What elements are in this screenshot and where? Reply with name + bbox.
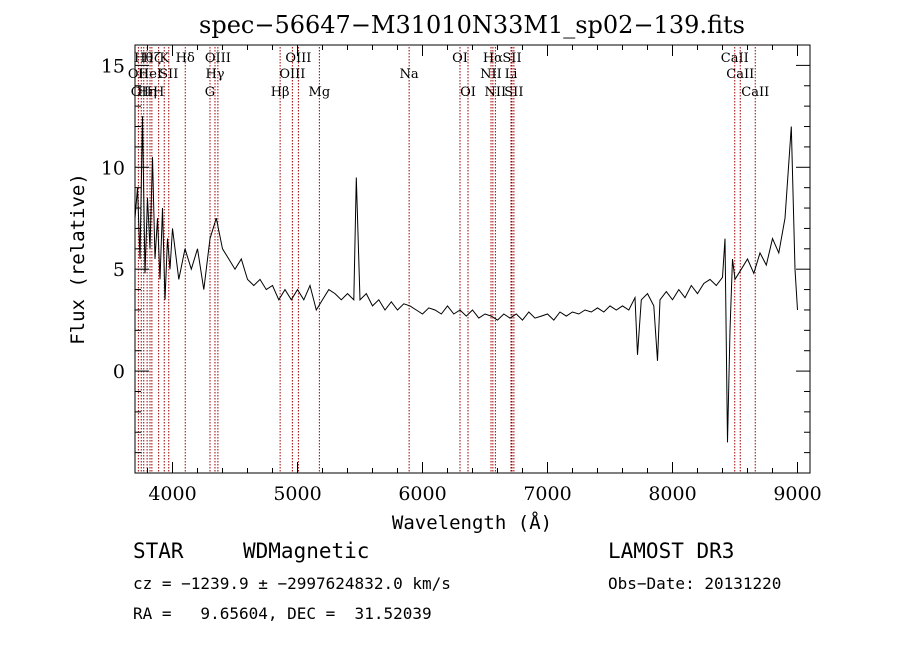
line-marker-label: Hθ — [134, 51, 153, 66]
line-marker-label: OIII — [205, 51, 231, 66]
chart-title: spec−56647−M31010N33M1_sp02−139.fits — [199, 11, 745, 39]
axis-ticks — [135, 44, 810, 473]
line-marker-label: OI — [460, 85, 476, 100]
line-marker-label: Hγ — [205, 67, 224, 82]
line-marker-label: OII — [128, 67, 149, 82]
line-marker-label: OIII — [279, 67, 305, 82]
y-tick-label: 15 — [101, 55, 125, 77]
spectrum-chart: spec−56647−M31010N33M1_sp02−139.fits OII… — [67, 11, 822, 534]
line-marker-label: Li — [505, 67, 518, 82]
line-markers — [137, 47, 756, 473]
line-marker-label: CaII — [726, 67, 754, 82]
y-axis-label: Flux (relative) — [67, 173, 89, 345]
line-marker-label: OIII — [285, 51, 311, 66]
x-tick-label: 9000 — [773, 483, 821, 505]
x-tick-label: 7000 — [523, 483, 571, 505]
line-marker-label: CaII — [721, 51, 749, 66]
x-axis-label: Wavelength (Å) — [392, 511, 552, 534]
line-marker-labels: OIIOIIHθHηHeIHζHKSIIHδGHγOIIIHβOIIIOIIIM… — [128, 51, 769, 100]
line-marker-label: Mg — [309, 85, 331, 100]
line-marker-label: Hα — [483, 51, 503, 66]
line-marker-label: K — [159, 51, 169, 66]
survey-label: LAMOST DR3 — [608, 539, 735, 563]
line-marker-label: Hη — [138, 85, 157, 100]
spectrum-line — [134, 116, 798, 443]
redshift-velocity: cz = −1239.9 ± −2997624832.0 km/s — [133, 574, 451, 593]
observation-date: Obs−Date: 20131220 — [608, 574, 782, 593]
line-marker-label: OII — [131, 85, 152, 100]
axis-tick-labels: 4000 5000 6000 7000 8000 9000 0 5 10 15 — [101, 55, 822, 505]
line-marker-label: SII — [504, 85, 523, 100]
line-marker-label: Hζ — [143, 51, 161, 66]
line-marker-label: Na — [400, 67, 419, 82]
x-tick-label: 4000 — [148, 483, 196, 505]
line-marker-label: H — [153, 85, 164, 100]
x-tick-label: 5000 — [273, 483, 321, 505]
line-marker-label: NII — [480, 67, 502, 82]
sky-coordinates: RA = 9.65604, DEC = 31.52039 — [133, 604, 432, 623]
line-marker-label: HeI — [138, 67, 162, 82]
object-subclass: WDMagnetic — [243, 539, 370, 563]
line-marker-label: SII — [159, 67, 178, 82]
y-tick-label: 5 — [113, 259, 125, 281]
line-marker-label: Hδ — [176, 51, 195, 66]
line-marker-label: SII — [502, 51, 521, 66]
line-marker-label: OI — [452, 51, 468, 66]
object-class: STAR — [133, 539, 184, 563]
line-marker-label: NII — [485, 85, 507, 100]
line-marker-label: Hβ — [271, 85, 290, 100]
line-marker-label: CaII — [741, 85, 769, 100]
plot-frame — [134, 44, 811, 474]
x-tick-label: 8000 — [648, 483, 696, 505]
y-tick-label: 0 — [113, 361, 125, 383]
x-tick-label: 6000 — [398, 483, 446, 505]
line-marker-label: G — [205, 85, 215, 100]
y-tick-label: 10 — [101, 157, 125, 179]
